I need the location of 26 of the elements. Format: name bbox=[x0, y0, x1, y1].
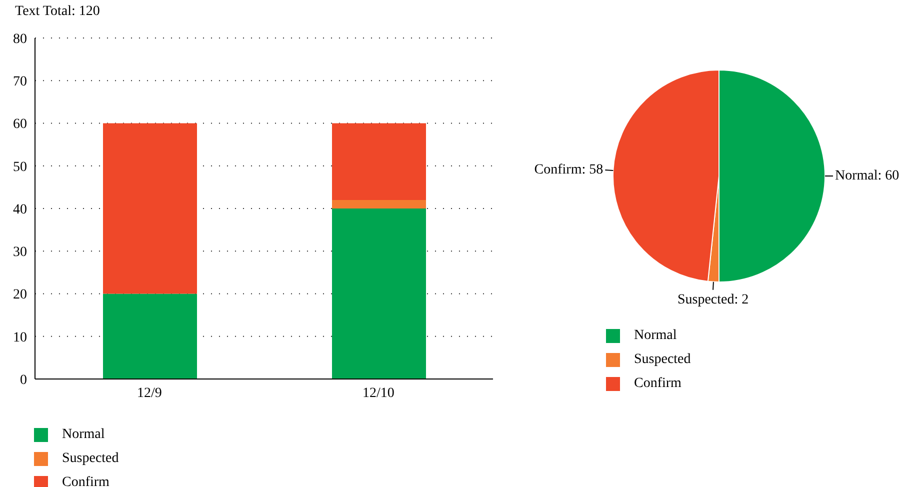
y-tick-label: 10 bbox=[13, 330, 27, 346]
chart-title: Text Total: 120 bbox=[15, 4, 100, 20]
legend-label: Suspected bbox=[634, 351, 691, 369]
legend-label: Suspected bbox=[62, 450, 119, 468]
legend-label: Normal bbox=[634, 327, 677, 345]
data-label: Normal: 60 bbox=[835, 168, 900, 184]
legend-label: Normal bbox=[62, 426, 105, 444]
y-tick-label: 40 bbox=[13, 202, 27, 218]
y-tick-label: 0 bbox=[20, 372, 27, 388]
legend-label: Confirm bbox=[634, 375, 682, 393]
y-tick-label: 20 bbox=[13, 288, 27, 303]
y-tick-label: 70 bbox=[13, 74, 27, 90]
y-tick-label: 50 bbox=[13, 160, 27, 175]
x-tick-label: 12/9 bbox=[137, 386, 162, 401]
bar bbox=[103, 123, 197, 294]
y-tick-label: 80 bbox=[13, 32, 27, 47]
bar bbox=[332, 200, 426, 208]
bar bbox=[332, 208, 426, 379]
legend-label: Confirm bbox=[62, 474, 110, 487]
data-label: Suspected: 2 bbox=[677, 292, 749, 308]
y-tick-label: 30 bbox=[13, 245, 27, 260]
bar bbox=[332, 123, 426, 200]
y-tick-label: 60 bbox=[13, 117, 27, 132]
x-tick-label: 12/10 bbox=[362, 386, 394, 401]
bar bbox=[103, 294, 197, 379]
data-label: Confirm: 58 bbox=[534, 162, 604, 178]
